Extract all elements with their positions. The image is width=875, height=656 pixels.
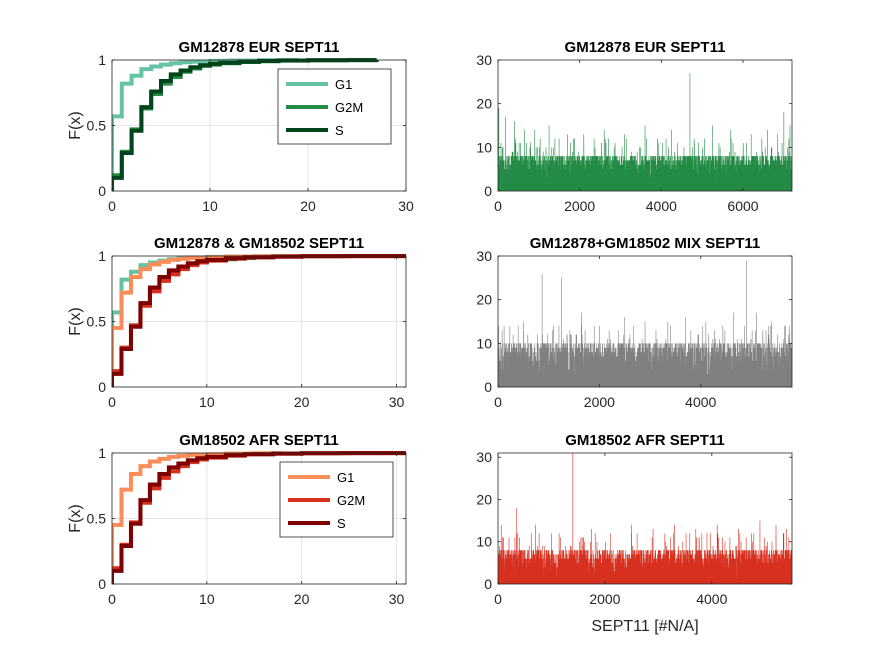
bar-floor bbox=[498, 381, 792, 387]
x-tick-label: 6000 bbox=[727, 198, 758, 214]
subplot-title: GM12878 EUR SEPT11 bbox=[179, 39, 340, 56]
legend-label: S bbox=[337, 516, 346, 531]
subplot-title: GM12878 EUR SEPT11 bbox=[565, 39, 726, 56]
y-tick-label: 0 bbox=[484, 379, 492, 395]
subplot-4: 0 2000 4000 0 10 20 30 GM12878+GM18502 MIX SEPT… bbox=[476, 235, 793, 410]
x-tick-label: 0 bbox=[108, 591, 116, 607]
y-axis-label: F(x) bbox=[67, 111, 84, 139]
legend-label: G2M bbox=[335, 100, 363, 115]
legend-label: G1 bbox=[335, 77, 352, 92]
subplot-title: GM12878 & GM18502 SEPT11 bbox=[154, 235, 364, 252]
subplot-1: 0 10 20 30 0 0.5 1 GM12878 EUR SEPT11 F(x) G1 G2M S bbox=[67, 39, 414, 214]
x-tick-label: 0 bbox=[108, 394, 116, 410]
y-tick-label: 30 bbox=[476, 52, 492, 68]
y-tick-label: 0 bbox=[484, 183, 492, 199]
x-tick-label: 10 bbox=[199, 591, 215, 607]
x-tick-label: 2000 bbox=[564, 198, 595, 214]
x-tick-label: 0 bbox=[108, 198, 116, 214]
x-tick-label: 10 bbox=[202, 198, 218, 214]
y-tick-label: 1 bbox=[98, 445, 106, 461]
plot-marks bbox=[112, 451, 406, 584]
x-tick-label: 0 bbox=[494, 198, 502, 214]
y-tick-label: 20 bbox=[476, 96, 492, 112]
ecdf-series-5 bbox=[112, 254, 406, 387]
x-tick-label: 0 bbox=[494, 591, 502, 607]
x-tick-label: 0 bbox=[494, 394, 502, 410]
x-tick-label: 30 bbox=[398, 198, 414, 214]
legend: G1 G2M S bbox=[279, 461, 394, 538]
y-tick-label: 20 bbox=[476, 292, 492, 308]
x-tick-label: 2000 bbox=[589, 591, 620, 607]
axes-frame bbox=[497, 59, 793, 192]
subplot-3: 0 10 20 30 0 0.5 1 GM12878 & GM18502 SEPT11 F(x) bbox=[67, 235, 407, 410]
ecdf-series-3 bbox=[112, 451, 406, 584]
x-tick-label: 2000 bbox=[584, 394, 615, 410]
subplot-title: GM12878+GM18502 MIX SEPT11 bbox=[530, 235, 761, 252]
y-tick-label: 20 bbox=[476, 491, 492, 507]
x-tick-label: 30 bbox=[389, 591, 405, 607]
x-tick-label: 4000 bbox=[646, 198, 677, 214]
y-tick-label: 1 bbox=[98, 248, 106, 264]
y-tick-label: 0 bbox=[98, 576, 106, 592]
x-tick-label: 10 bbox=[199, 394, 215, 410]
legend-label: G1 bbox=[337, 470, 354, 485]
x-tick-label: 20 bbox=[300, 198, 316, 214]
plot-marks bbox=[112, 58, 379, 191]
subplot-title: GM18502 AFR SEPT11 bbox=[565, 432, 725, 449]
y-tick-label: 10 bbox=[476, 335, 492, 351]
legend: G1 G2M S bbox=[277, 68, 392, 145]
axes-frame bbox=[497, 255, 793, 388]
x-tick-label: 4000 bbox=[696, 591, 727, 607]
y-tick-label: 0 bbox=[98, 183, 106, 199]
plot-marks bbox=[112, 254, 406, 387]
y-tick-label: 0.5 bbox=[87, 314, 107, 330]
y-tick-label: 10 bbox=[476, 139, 492, 155]
y-tick-label: 0.5 bbox=[87, 511, 107, 527]
x-tick-label: 30 bbox=[389, 394, 405, 410]
legend-label: G2M bbox=[337, 493, 365, 508]
x-tick-label: 20 bbox=[294, 591, 310, 607]
x-axis-label: SEPT11 [#N/A] bbox=[591, 618, 698, 635]
subplot-title: GM18502 AFR SEPT11 bbox=[179, 432, 339, 449]
ecdf-series-1 bbox=[112, 58, 301, 191]
x-tick-label: 20 bbox=[294, 394, 310, 410]
y-tick-label: 0 bbox=[98, 379, 106, 395]
y-tick-label: 30 bbox=[476, 449, 492, 465]
y-tick-label: 1 bbox=[98, 52, 106, 68]
subplot-2: 0 2000 4000 6000 0 10 20 30 GM12878 EUR SEPT11 bbox=[476, 39, 793, 214]
subplot-6: 0 2000 4000 0 10 20 30 GM18502 AFR SEPT11 SEPT11… bbox=[476, 432, 793, 635]
legend-label: S bbox=[335, 123, 344, 138]
y-axis-label: F(x) bbox=[67, 307, 84, 335]
ecdf-series-3 bbox=[112, 58, 379, 191]
axes-frame bbox=[497, 452, 793, 585]
y-tick-label: 0 bbox=[484, 576, 492, 592]
bar-floor bbox=[498, 578, 792, 584]
y-tick-label: 0.5 bbox=[87, 118, 107, 134]
bar-floor bbox=[498, 185, 792, 191]
y-axis-label: F(x) bbox=[67, 504, 84, 532]
subplot-5: 0 10 20 30 0 0.5 1 GM18502 AFR SEPT11 F(x) G1 G2M S bbox=[67, 432, 407, 607]
x-tick-label: 4000 bbox=[685, 394, 716, 410]
y-tick-label: 10 bbox=[476, 534, 492, 550]
y-tick-label: 30 bbox=[476, 248, 492, 264]
